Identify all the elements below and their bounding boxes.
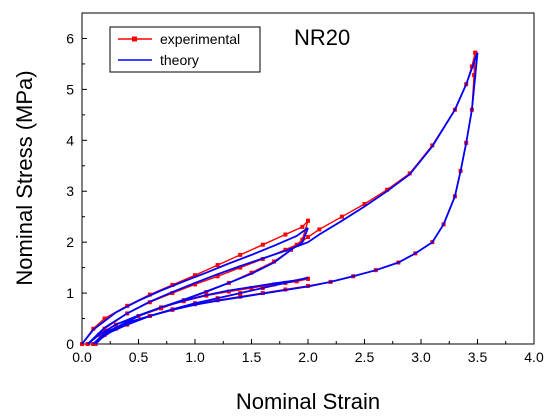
data-point-experimental	[473, 50, 478, 55]
legend-label-theory: theory	[160, 52, 199, 68]
data-point-experimental	[317, 227, 322, 232]
x-tick-label: 4.0	[524, 349, 544, 365]
data-point-experimental	[93, 342, 98, 346]
x-tick-label: 2.5	[355, 349, 375, 365]
y-tick-label: 4	[66, 132, 74, 148]
data-point-experimental	[226, 289, 231, 294]
data-point-experimental	[294, 242, 299, 247]
data-point-experimental	[260, 242, 265, 247]
y-tick-label: 3	[66, 183, 74, 199]
x-tick-label: 3.0	[411, 349, 431, 365]
data-point-experimental	[215, 263, 220, 268]
series-experimental	[80, 50, 478, 346]
y-tick-label: 0	[66, 336, 74, 352]
legend-label-experimental: experimental	[160, 31, 240, 47]
y-tick-label: 1	[66, 285, 74, 301]
series-line-theory	[87, 52, 479, 345]
data-point-experimental	[362, 201, 367, 206]
legend-box	[109, 26, 261, 73]
y-tick-label: 6	[66, 30, 74, 46]
y-tick-label: 2	[66, 234, 74, 250]
series-line-experimental	[87, 52, 476, 345]
data-point-experimental	[283, 232, 288, 237]
x-tick-label: 1.5	[242, 349, 262, 365]
data-point-experimental	[170, 282, 175, 287]
series-line-theory	[92, 276, 309, 345]
data-point-experimental	[238, 265, 243, 270]
series-line-experimental	[95, 278, 309, 345]
data-point-experimental	[147, 292, 152, 297]
data-point-experimental	[300, 224, 305, 229]
x-axis-title: Nominal Strain	[236, 389, 380, 414]
data-point-experimental	[193, 282, 197, 287]
data-point-experimental	[249, 285, 254, 290]
series-line-theory	[87, 227, 309, 345]
legend: experimental theory	[109, 26, 261, 73]
data-point-experimental	[102, 316, 107, 321]
data-point-experimental	[283, 247, 288, 252]
x-tick-label: 0.0	[72, 349, 92, 365]
x-axis-ticks: 0.0 0.5 1.0 1.5 2.0 2.5 3.0 3.5 4.0	[72, 339, 544, 365]
data-point-experimental	[306, 276, 310, 281]
data-point-experimental	[238, 252, 243, 257]
y-axis-title: Nominal Stress (MPa)	[12, 70, 37, 285]
data-point-experimental	[193, 273, 197, 278]
series-line-experimental	[92, 278, 309, 345]
series-theory	[81, 52, 479, 345]
data-point-experimental	[472, 73, 477, 78]
data-point-experimental	[85, 342, 90, 346]
y-axis-ticks: 0 1 2 3 4 5 6	[66, 12, 87, 352]
y-tick-label: 5	[66, 81, 74, 97]
data-point-experimental	[272, 282, 277, 287]
data-point-experimental	[385, 187, 390, 192]
x-tick-label: 1.0	[185, 349, 205, 365]
x-tick-label: 0.5	[129, 349, 149, 365]
data-point-experimental	[306, 235, 310, 240]
data-point-experimental	[215, 274, 220, 279]
chart-annotation: NR20	[294, 25, 350, 50]
series-layer	[80, 50, 479, 346]
data-point-experimental	[306, 218, 310, 223]
legend-marker-experimental	[132, 36, 137, 42]
data-point-experimental	[339, 214, 344, 219]
series-line-theory	[94, 276, 309, 345]
x-tick-label: 2.0	[298, 349, 318, 365]
x-tick-label: 3.5	[468, 349, 488, 365]
series-line-theory	[81, 227, 309, 345]
data-point-experimental	[300, 237, 305, 242]
